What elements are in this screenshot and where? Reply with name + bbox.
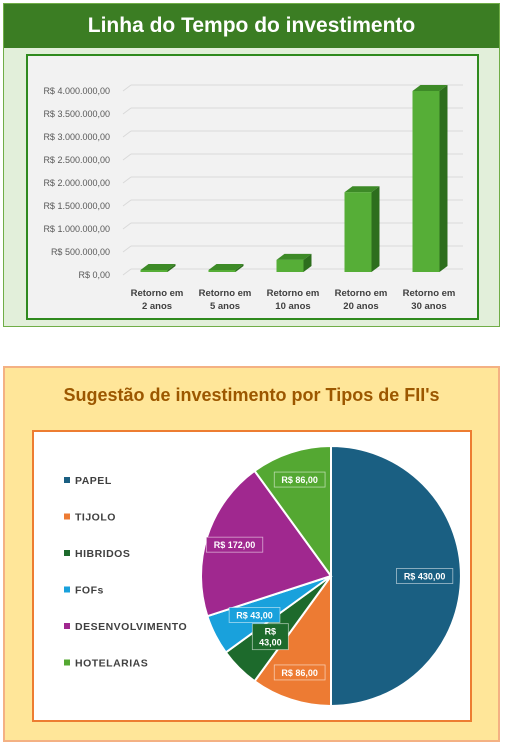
bar [276, 259, 304, 272]
grid-line-diag [122, 84, 132, 92]
bar-top [140, 264, 176, 270]
grid-line-diag [122, 199, 132, 207]
legend-swatch [64, 659, 70, 666]
data-label-box [228, 607, 281, 623]
data-label: R$ 86,00 [281, 668, 318, 678]
fii-panel: Sugestão de investimento por Tipos de FI… [3, 366, 500, 742]
data-label-box [273, 471, 326, 488]
y-tick-label: R$ 500.000,00 [51, 247, 110, 257]
legend-label: TIJOLO [75, 512, 116, 524]
grid-line-diag [122, 176, 132, 184]
grid-line-diag [122, 245, 132, 253]
bar-side [235, 264, 244, 272]
timeline-chart-area: R$ 0,00 R$ 500.000,00 R$ 1.000.000,00 R$ 1.… [26, 54, 479, 320]
x-tick-label: Retorno em [403, 288, 456, 299]
data-label-box [205, 536, 264, 553]
data-label: R$ [265, 627, 277, 637]
bar [140, 270, 168, 272]
timeline-bar-chart: R$ 0,00 R$ 500.000,00 R$ 1.000.000,00 R$ 1.… [43, 84, 463, 312]
y-tick-label: R$ 3.500.000,00 [43, 109, 110, 119]
timeline-title: Linha do Tempo do investimento [4, 4, 499, 48]
y-tick-label: R$ 4.000.000,00 [43, 86, 110, 96]
bar [412, 91, 440, 272]
fii-pie-chart: R$ 430,00 R$ 86,00 R$43,00 R$ 43,00 R$ 172,0… [64, 444, 462, 708]
bar-side [167, 264, 176, 272]
x-tick-label: Retorno em [199, 288, 252, 299]
data-label-box [251, 623, 289, 651]
grid-line-diag [122, 268, 132, 276]
grid-line-diag [122, 107, 132, 115]
y-tick-label: R$ 3.000.000,00 [43, 132, 110, 142]
legend-label: HOTELARIAS [75, 658, 148, 670]
legend-label: DESENVOLVIMENTO [75, 621, 187, 633]
x-tick-label: Retorno em [131, 288, 184, 299]
data-label: R$ 43,00 [236, 610, 273, 620]
bar-side [439, 85, 448, 272]
x-tick-label: Retorno em [267, 288, 320, 299]
legend-label: HIBRIDOS [75, 548, 130, 560]
x-tick-label: Retorno em [335, 288, 388, 299]
x-tick-label: 30 anos [411, 301, 446, 312]
bar-top [412, 85, 448, 91]
legend-swatch [64, 586, 70, 593]
data-label: R$ 172,00 [214, 540, 256, 550]
pie-slice [330, 444, 462, 708]
x-tick-label: 2 anos [142, 301, 172, 312]
grid-line-diag [122, 222, 132, 230]
bar-top [276, 253, 312, 260]
timeline-panel: Linha do Tempo do investimento R$ 0,00 R$… [3, 3, 500, 327]
pie-slice [200, 469, 333, 618]
grid-line-diag [122, 153, 132, 161]
bar [344, 192, 372, 272]
y-tick-label: R$ 2.500.000,00 [43, 155, 110, 165]
legend-swatch [64, 623, 70, 629]
y-tick-label: R$ 1.000.000,00 [43, 224, 110, 234]
fii-chart-area: R$ 430,00 R$ 86,00 R$ 43,00 R$ 43,00 R$ 172,0… [32, 430, 472, 722]
grid-line-diag [122, 130, 132, 138]
data-label: 43,00 [259, 638, 282, 648]
y-tick-label: R$ 1.500.000,00 [43, 201, 110, 211]
data-label: R$ 430,00 [404, 572, 446, 582]
y-tick-label: R$ 2.000.000,00 [43, 178, 110, 188]
bar-top [344, 186, 380, 193]
y-tick-label: R$ 0,00 [78, 270, 110, 280]
bar-side [371, 186, 380, 272]
bar-top [208, 264, 244, 270]
data-label: R$ 86,00 [281, 475, 318, 485]
data-label-box [273, 664, 326, 681]
x-tick-label: 10 anos [275, 301, 310, 312]
x-tick-label: 5 anos [210, 301, 240, 312]
bar-side [303, 253, 312, 272]
fii-title: Sugestão de investimento por Tipos de FI… [63, 385, 440, 405]
data-label-box [395, 568, 454, 584]
legend-swatch [64, 477, 70, 483]
legend-swatch [64, 513, 70, 520]
legend-swatch [64, 550, 70, 556]
legend-label: PAPEL [75, 475, 112, 487]
bar [208, 270, 236, 272]
x-tick-label: 20 anos [343, 301, 378, 312]
legend-label: FOFs [75, 585, 104, 597]
